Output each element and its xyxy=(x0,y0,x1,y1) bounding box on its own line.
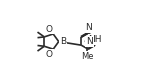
Text: N: N xyxy=(86,37,93,46)
Text: O: O xyxy=(46,25,53,34)
Text: N: N xyxy=(85,23,92,32)
Text: O: O xyxy=(46,50,53,59)
Text: Me: Me xyxy=(81,52,94,61)
Text: NH: NH xyxy=(88,35,102,44)
Text: B: B xyxy=(60,37,66,46)
